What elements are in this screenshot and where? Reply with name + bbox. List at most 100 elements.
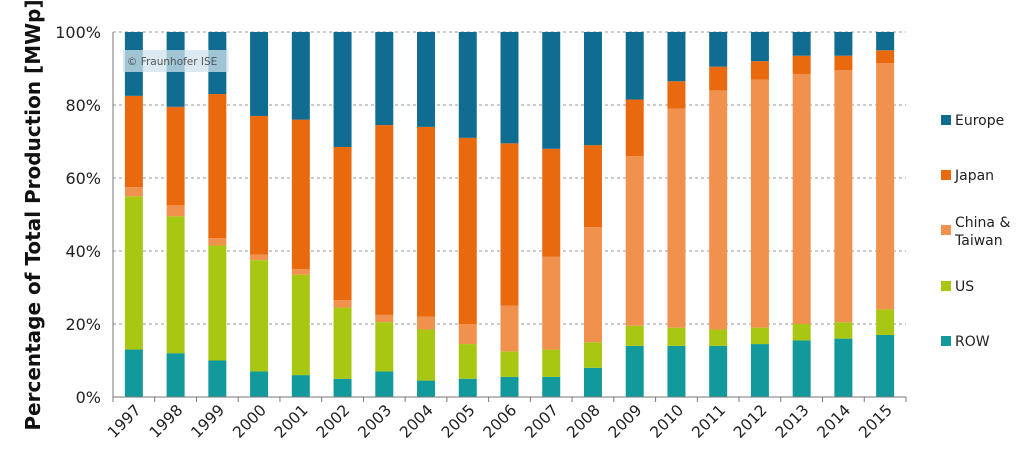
bar-segment-row-2011	[709, 345, 728, 397]
axes	[112, 32, 907, 402]
bar-segment-row-2010	[667, 345, 686, 397]
bar-segment-china-taiwan-2004	[417, 316, 436, 330]
y-tick-label: 100%	[55, 23, 101, 42]
bar-segment-row-1998	[166, 353, 185, 397]
watermark-text: © Fraunhofer ISE	[127, 56, 217, 68]
bar-segment-row-2000	[250, 371, 269, 397]
bar-segment-japan-2010	[667, 81, 686, 109]
legend-swatch-us	[941, 281, 951, 291]
bar-segment-row-1997	[124, 349, 143, 397]
x-tick-label: 2003	[355, 401, 396, 442]
legend-label-japan: Japan	[954, 168, 994, 184]
bar-segment-us-2014	[834, 322, 853, 339]
bar-segment-europe-2004	[417, 32, 436, 127]
bar-segment-europe-2014	[834, 32, 853, 56]
legend-swatch-row	[941, 336, 951, 346]
x-tick-label: 2000	[229, 401, 270, 442]
bar-segment-europe-2005	[458, 32, 477, 138]
x-tick-label: 2008	[563, 401, 604, 442]
bar-segment-row-2013	[792, 340, 811, 397]
bar-segment-europe-2015	[876, 32, 895, 51]
bar-segment-us-2015	[876, 309, 895, 335]
bar-segment-europe-2001	[291, 32, 310, 120]
y-tick-labels: 0% 20% 40% 60% 80% 100%	[55, 23, 101, 407]
bar-segment-china-taiwan-2014	[834, 70, 853, 323]
bar-segment-japan-2007	[542, 148, 561, 257]
bar-segment-japan-2011	[709, 66, 728, 91]
y-tick-label: 60%	[65, 169, 101, 188]
bar-segment-us-2009	[625, 325, 644, 346]
legend-swatch-china-taiwan	[941, 225, 951, 235]
y-tick-label: 80%	[65, 96, 101, 115]
bar-segment-row-2012	[750, 344, 769, 397]
legend-label-us: US	[955, 279, 974, 295]
bar-segment-us-2008	[583, 342, 602, 368]
bar-segment-us-2000	[250, 260, 269, 372]
bar-segment-china-taiwan-2007	[542, 256, 561, 350]
bar-segment-china-taiwan-2003	[375, 314, 394, 323]
x-tick-label: 2015	[855, 401, 896, 442]
y-tick-label: 40%	[65, 242, 101, 261]
watermark: © Fraunhofer ISE	[122, 50, 229, 72]
x-tick-label: 2004	[396, 401, 437, 442]
bar-segment-china-taiwan-2000	[250, 254, 269, 261]
bar-segment-europe-2000	[250, 32, 269, 116]
bar-segment-china-taiwan-1997	[124, 187, 143, 197]
x-tick-label: 1999	[188, 401, 229, 442]
x-tick-label: 2001	[271, 401, 312, 442]
y-axis-label: Percentage of Total Production [MWp]	[21, 0, 45, 431]
x-tick-label: 2014	[814, 401, 855, 442]
x-tick-label: 2005	[438, 401, 479, 442]
bar-segment-china-taiwan-2005	[458, 324, 477, 345]
bar-segment-row-2004	[417, 380, 436, 397]
bar-segment-us-2002	[333, 307, 352, 379]
bar-segment-japan-2013	[792, 55, 811, 74]
x-tick-label: 2012	[730, 401, 771, 442]
bar-segment-europe-2003	[375, 32, 394, 126]
bar-segment-china-taiwan-2001	[291, 269, 310, 275]
bar-segment-us-2004	[417, 329, 436, 381]
bar-segment-japan-2015	[876, 50, 895, 64]
legend-label-europe: Europe	[955, 113, 1004, 129]
bar-segment-china-taiwan-2010	[667, 108, 686, 328]
bar-segment-china-taiwan-2006	[500, 305, 519, 352]
bar-segment-us-2011	[709, 329, 728, 346]
bar-segment-japan-2000	[250, 115, 269, 255]
bar-segment-japan-2006	[500, 143, 519, 306]
bar-segment-us-1998	[166, 216, 185, 354]
bar-segment-us-2006	[500, 351, 519, 377]
x-tick-labels: 1997 1998 1999 2000 2001 2002 2003 2004 2005 2006…	[104, 401, 896, 442]
bar-segment-us-2001	[291, 274, 310, 376]
x-tick-label: 2009	[605, 401, 646, 442]
bar-segment-row-2009	[625, 345, 644, 397]
bar-segment-us-1997	[124, 196, 143, 350]
bar-segment-japan-2012	[750, 61, 769, 80]
bar-segment-europe-2013	[792, 32, 811, 56]
bar-segment-china-taiwan-2008	[583, 227, 602, 343]
bar-segment-row-2007	[542, 376, 561, 397]
x-tick-label: 2011	[688, 401, 729, 442]
bar-segment-japan-2002	[333, 146, 352, 301]
x-tick-label: 2006	[480, 401, 521, 442]
bar-segment-europe-2006	[500, 32, 519, 144]
bar-segment-us-2013	[792, 324, 811, 341]
bar-segment-us-2005	[458, 344, 477, 379]
legend: Europe Japan China & Taiwan US ROW	[941, 113, 1010, 350]
bar-segment-europe-2007	[542, 32, 561, 149]
x-tick-label: 2002	[313, 401, 354, 442]
bar-segment-row-2014	[834, 338, 853, 397]
bar-segment-row-1999	[208, 360, 227, 397]
bar-segment-japan-2008	[583, 145, 602, 228]
bar-segment-japan-2014	[834, 55, 853, 71]
bar-segment-row-2003	[375, 371, 394, 397]
bars	[124, 32, 895, 397]
bar-segment-japan-1999	[208, 94, 227, 239]
bar-segment-china-taiwan-1998	[166, 205, 185, 217]
legend-label-china-taiwan: China & Taiwan	[954, 215, 1010, 249]
bar-segment-japan-1998	[166, 106, 185, 206]
bar-segment-row-2005	[458, 378, 477, 397]
bar-segment-china-taiwan-1999	[208, 238, 227, 246]
bar-segment-europe-2011	[709, 32, 728, 67]
bar-segment-europe-2008	[583, 32, 602, 146]
